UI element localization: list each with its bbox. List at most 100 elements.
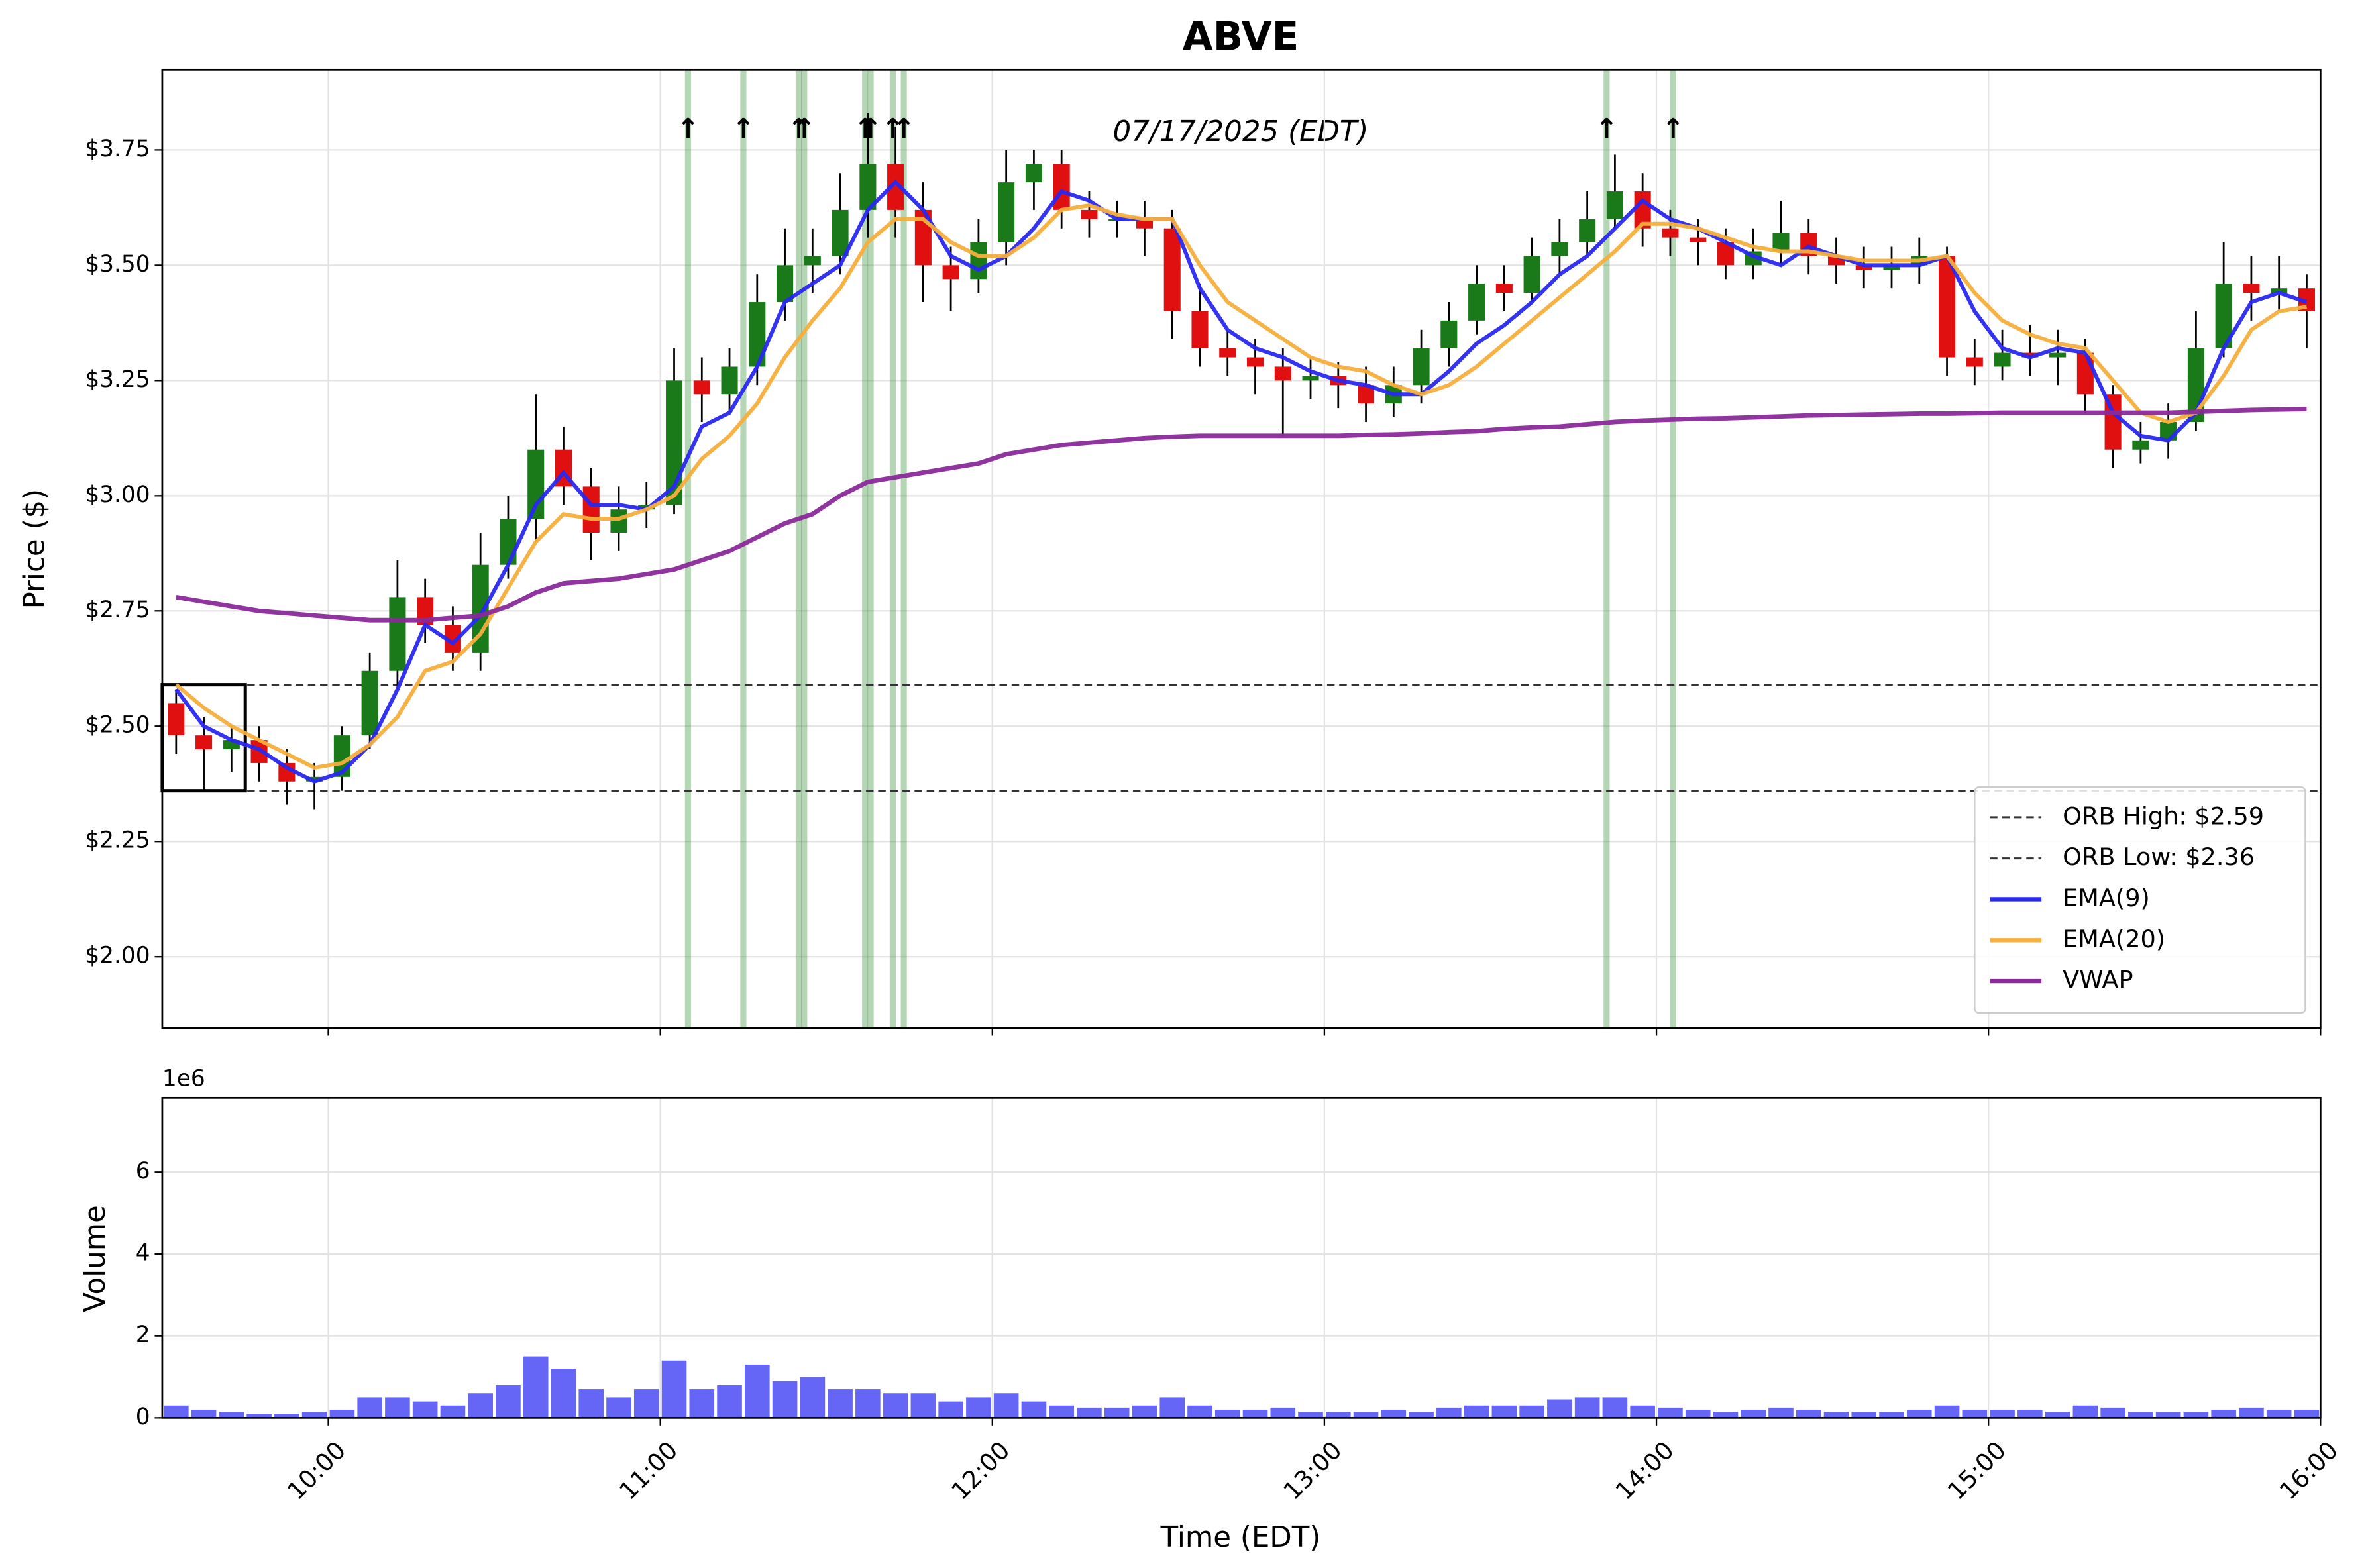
signal-arrow: ↑: [676, 113, 700, 144]
legend-label: ORB High: $2.59: [2063, 802, 2264, 830]
indicator-line: [176, 407, 2307, 623]
volume-bar: [1077, 1407, 1102, 1418]
volume-bar: [1353, 1412, 1379, 1418]
candle-body: [1883, 265, 1900, 270]
volume-bar: [301, 1412, 327, 1418]
volume-bar: [1104, 1407, 1130, 1418]
plot-frame: [161, 68, 2322, 1029]
x-axis-label: Time (EDT): [1160, 1521, 1321, 1554]
volume-axis-label: Volume: [79, 1205, 112, 1312]
volume-bar: [1491, 1405, 1517, 1418]
volume-bar: [800, 1377, 826, 1418]
signal-band: [1603, 70, 1610, 1029]
candle-body: [1413, 348, 1430, 386]
volume-bar: [1547, 1399, 1572, 1418]
volume-bar: [2294, 1409, 2320, 1418]
candle-body: [1772, 233, 1790, 252]
candle-body: [942, 265, 959, 280]
candle-body: [1246, 357, 1264, 367]
volume-bar: [2266, 1409, 2292, 1418]
candle-body: [1136, 219, 1153, 229]
legend-box: [1974, 786, 2306, 1014]
signal-band: [867, 70, 874, 1029]
volume-bar: [551, 1369, 576, 1418]
volume-bar: [2072, 1405, 2098, 1418]
volume-bar: [578, 1389, 604, 1418]
volume-bar: [883, 1393, 908, 1418]
volume-bar: [412, 1401, 438, 1418]
volume-bar: [1962, 1409, 1988, 1418]
volume-bar: [1464, 1405, 1489, 1418]
candle-body: [1274, 366, 1291, 381]
candle-body: [389, 597, 406, 671]
signal-band: [795, 70, 802, 1029]
candle-body: [1966, 357, 1983, 367]
candle-body: [1994, 352, 2011, 367]
volume-bar: [1630, 1405, 1655, 1418]
y-tick-label: 0: [136, 1404, 150, 1430]
candle-body: [1081, 209, 1098, 219]
candle-body: [500, 519, 517, 565]
volume-bar: [191, 1409, 217, 1418]
y-tick-label: $2.25: [85, 827, 150, 854]
candle-body: [832, 209, 849, 256]
volume-bar: [910, 1393, 936, 1418]
volume-bar: [1298, 1412, 1323, 1418]
candle-body: [1606, 191, 1623, 219]
candle-body: [361, 670, 378, 736]
volume-bar: [1768, 1407, 1794, 1418]
volume-bar: [966, 1397, 991, 1418]
volume-bar: [1741, 1409, 1766, 1418]
volume-bar: [689, 1389, 715, 1418]
y-tick-label: $2.00: [85, 943, 150, 969]
volume-bar: [1326, 1412, 1351, 1418]
candle-body: [1053, 164, 1070, 210]
y-axis-label: Price ($): [18, 489, 51, 609]
volume-bar: [385, 1397, 410, 1418]
volume-bar: [1602, 1397, 1628, 1418]
candle-body: [777, 265, 794, 303]
legend-label: VWAP: [2063, 966, 2133, 994]
candle-body: [721, 366, 738, 395]
signal-arrow: ↑: [859, 113, 883, 144]
volume-bar: [717, 1385, 742, 1418]
volume-bar: [2183, 1412, 2209, 1418]
volume-bar: [745, 1364, 770, 1418]
volume-bar: [329, 1409, 355, 1418]
candle-body: [1495, 284, 1513, 293]
y-tick-label: $2.75: [85, 597, 150, 623]
candle-body: [1523, 256, 1540, 293]
volume-bar: [1242, 1409, 1268, 1418]
volume-bar: [993, 1393, 1019, 1418]
candle-body: [1191, 311, 1209, 348]
signal-band: [862, 70, 869, 1029]
volume-bar: [2128, 1412, 2153, 1418]
volume-bar: [1851, 1412, 1877, 1418]
volume-bar: [1270, 1407, 1296, 1418]
y-tick-label: $3.00: [85, 482, 150, 508]
volume-bar: [2100, 1407, 2125, 1418]
volume-bar: [2239, 1407, 2264, 1418]
volume-bar: [219, 1412, 244, 1418]
volume-bar: [1519, 1405, 1544, 1418]
candle-body: [2076, 352, 2094, 395]
volume-bar: [523, 1356, 549, 1418]
volume-bar: [2017, 1409, 2043, 1418]
signal-band: [889, 70, 896, 1029]
chart-title: ABVE: [1183, 15, 1299, 60]
volume-bar: [1159, 1397, 1185, 1418]
volume-bar: [938, 1401, 963, 1418]
candle-body: [168, 703, 185, 736]
signal-arrow: ↑: [881, 113, 904, 144]
volume-bar: [1574, 1397, 1600, 1418]
candle-body: [1468, 284, 1485, 321]
volume-bar: [661, 1360, 687, 1418]
signal-arrow: ↑: [787, 113, 810, 144]
candle-body: [1939, 256, 1956, 358]
legend: ORB High: $2.59 ORB Low: $2.36 EMA(9) EMA(2…: [1974, 786, 2306, 1014]
candle-body: [195, 735, 213, 750]
volume-bar: [1713, 1412, 1739, 1418]
legend-label: EMA(20): [2063, 925, 2165, 953]
